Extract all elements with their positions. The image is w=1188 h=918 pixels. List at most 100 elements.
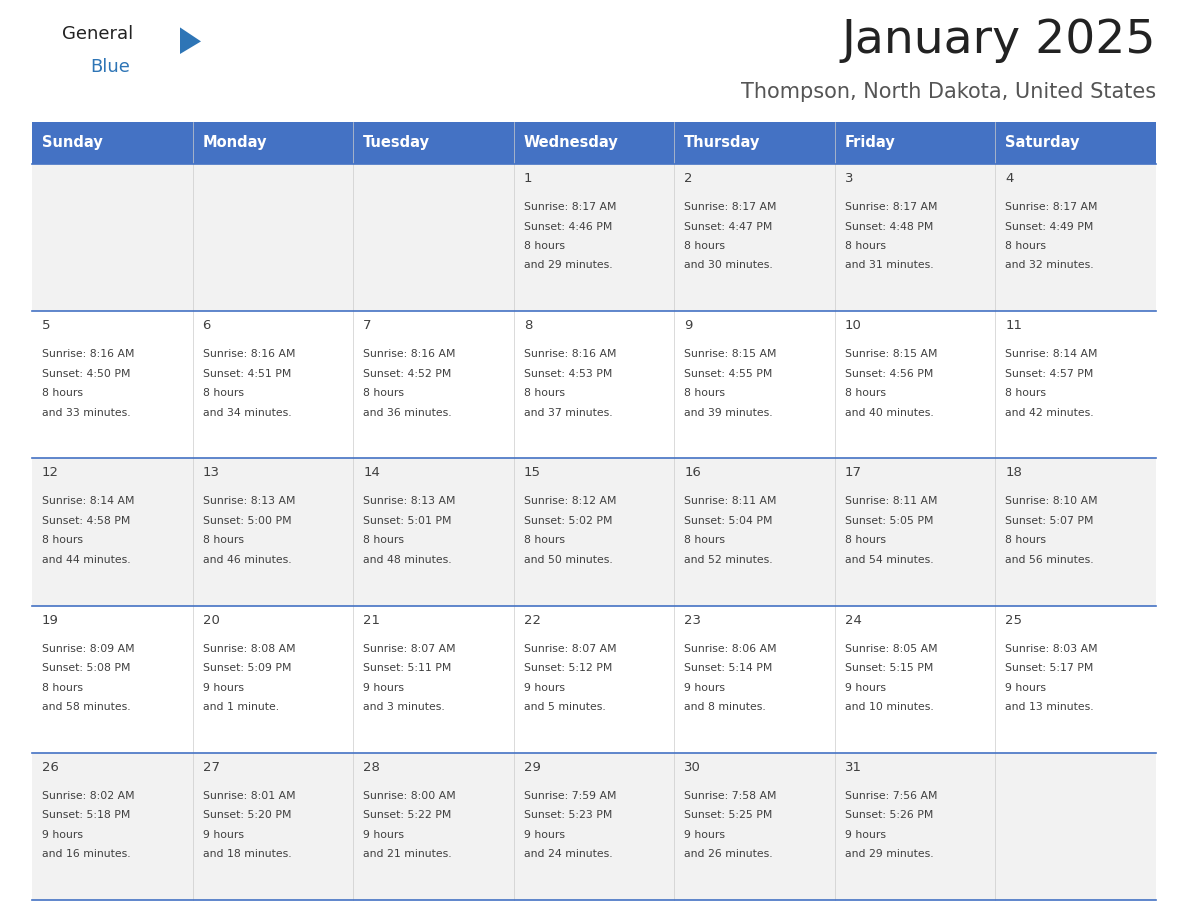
Text: 8 hours: 8 hours [684,535,726,545]
Text: Sunrise: 8:17 AM: Sunrise: 8:17 AM [684,202,777,212]
Text: 9 hours: 9 hours [364,683,404,692]
Text: 8 hours: 8 hours [203,535,244,545]
Text: Sunset: 4:48 PM: Sunset: 4:48 PM [845,221,934,231]
Text: 27: 27 [203,761,220,774]
Text: Sunrise: 8:03 AM: Sunrise: 8:03 AM [1005,644,1098,654]
Text: Sunset: 5:00 PM: Sunset: 5:00 PM [203,516,291,526]
Text: 20: 20 [203,613,220,627]
Text: Sunrise: 8:11 AM: Sunrise: 8:11 AM [845,497,937,507]
Text: Sunset: 4:47 PM: Sunset: 4:47 PM [684,221,772,231]
Text: 8 hours: 8 hours [684,241,726,251]
Bar [835,122,996,164]
Text: Sunrise: 8:13 AM: Sunrise: 8:13 AM [364,497,456,507]
Text: and 32 minutes.: and 32 minutes. [1005,261,1094,271]
Bar [996,458,1156,606]
Text: Sunset: 5:02 PM: Sunset: 5:02 PM [524,516,612,526]
Text: and 10 minutes.: and 10 minutes. [845,702,934,712]
Text: Sunrise: 8:15 AM: Sunrise: 8:15 AM [845,349,937,359]
Bar [32,311,192,458]
Text: and 18 minutes.: and 18 minutes. [203,849,291,859]
Bar [32,606,192,753]
Text: 31: 31 [845,761,861,774]
Bar [353,458,513,606]
Text: Sunset: 5:17 PM: Sunset: 5:17 PM [1005,663,1094,673]
Text: Sunrise: 8:09 AM: Sunrise: 8:09 AM [42,644,134,654]
Bar [835,458,996,606]
Text: 9 hours: 9 hours [845,683,886,692]
Bar [513,606,675,753]
Text: 8 hours: 8 hours [42,683,83,692]
Text: 3: 3 [845,172,853,185]
Bar [513,753,675,900]
Bar [996,606,1156,753]
Text: 1: 1 [524,172,532,185]
Text: 7: 7 [364,319,372,332]
Bar [32,458,192,606]
Text: Sunday: Sunday [42,136,102,151]
Text: 22: 22 [524,613,541,627]
Text: Sunset: 5:15 PM: Sunset: 5:15 PM [845,663,934,673]
Bar [513,311,675,458]
Text: Sunset: 5:05 PM: Sunset: 5:05 PM [845,516,934,526]
Text: 8 hours: 8 hours [42,535,83,545]
Text: Sunrise: 8:05 AM: Sunrise: 8:05 AM [845,644,937,654]
Text: Sunset: 5:08 PM: Sunset: 5:08 PM [42,663,131,673]
Text: Sunset: 5:20 PM: Sunset: 5:20 PM [203,811,291,821]
Text: and 46 minutes.: and 46 minutes. [203,554,291,565]
Text: 23: 23 [684,613,701,627]
Text: Sunrise: 7:59 AM: Sunrise: 7:59 AM [524,790,617,800]
Text: 28: 28 [364,761,380,774]
Text: Sunset: 5:01 PM: Sunset: 5:01 PM [364,516,451,526]
Text: Sunset: 5:07 PM: Sunset: 5:07 PM [1005,516,1094,526]
Text: and 50 minutes.: and 50 minutes. [524,554,613,565]
Bar [353,753,513,900]
Bar [192,311,353,458]
Text: 8 hours: 8 hours [524,535,564,545]
Text: 9 hours: 9 hours [524,683,564,692]
Text: Friday: Friday [845,136,896,151]
Bar [835,311,996,458]
Text: Sunrise: 8:13 AM: Sunrise: 8:13 AM [203,497,295,507]
Text: Sunset: 4:51 PM: Sunset: 4:51 PM [203,369,291,379]
Bar [353,122,513,164]
Text: Sunrise: 8:11 AM: Sunrise: 8:11 AM [684,497,777,507]
Text: 16: 16 [684,466,701,479]
Text: 9: 9 [684,319,693,332]
Text: Sunset: 5:25 PM: Sunset: 5:25 PM [684,811,772,821]
Bar [675,122,835,164]
Text: 8 hours: 8 hours [364,535,404,545]
Text: 2: 2 [684,172,693,185]
Text: Sunrise: 8:10 AM: Sunrise: 8:10 AM [1005,497,1098,507]
Bar [835,606,996,753]
Text: and 42 minutes.: and 42 minutes. [1005,408,1094,418]
Text: and 3 minutes.: and 3 minutes. [364,702,444,712]
Text: Sunrise: 8:12 AM: Sunrise: 8:12 AM [524,497,617,507]
Bar [353,164,513,311]
Text: and 29 minutes.: and 29 minutes. [845,849,934,859]
Text: Sunrise: 8:16 AM: Sunrise: 8:16 AM [42,349,134,359]
Bar [32,753,192,900]
Text: 5: 5 [42,319,51,332]
Text: 9 hours: 9 hours [684,830,726,840]
Text: and 16 minutes.: and 16 minutes. [42,849,131,859]
Text: Sunset: 4:50 PM: Sunset: 4:50 PM [42,369,131,379]
Text: 9 hours: 9 hours [1005,683,1047,692]
Text: 8 hours: 8 hours [524,388,564,398]
Text: Sunrise: 8:06 AM: Sunrise: 8:06 AM [684,644,777,654]
Text: 11: 11 [1005,319,1023,332]
Text: Sunset: 4:52 PM: Sunset: 4:52 PM [364,369,451,379]
Text: Sunrise: 8:08 AM: Sunrise: 8:08 AM [203,644,295,654]
Text: Sunset: 5:12 PM: Sunset: 5:12 PM [524,663,612,673]
Bar [996,164,1156,311]
Text: 9 hours: 9 hours [203,683,244,692]
Text: Sunset: 4:55 PM: Sunset: 4:55 PM [684,369,772,379]
Text: Sunset: 4:58 PM: Sunset: 4:58 PM [42,516,131,526]
Bar [675,606,835,753]
Text: 4: 4 [1005,172,1013,185]
Text: and 8 minutes.: and 8 minutes. [684,702,766,712]
Text: 18: 18 [1005,466,1023,479]
Text: 9 hours: 9 hours [524,830,564,840]
Text: 6: 6 [203,319,211,332]
Bar [513,458,675,606]
Text: and 44 minutes.: and 44 minutes. [42,554,131,565]
